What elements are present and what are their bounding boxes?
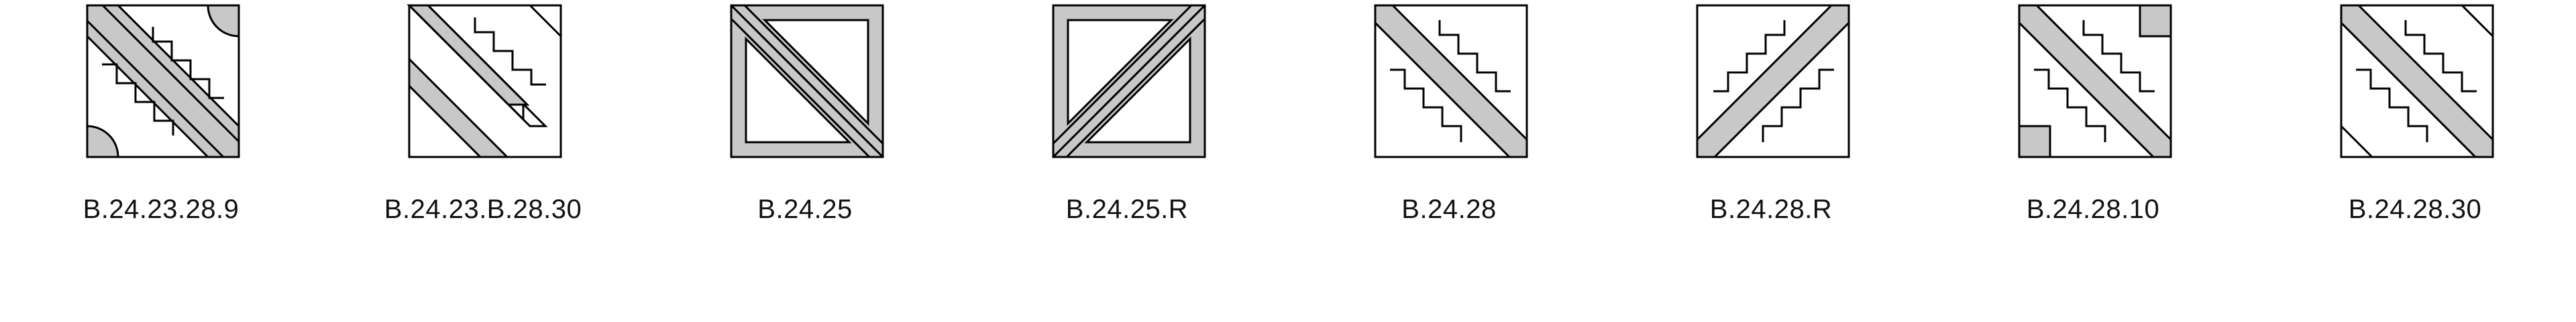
tile-label: B.24.28.10 <box>2026 195 2160 224</box>
tile-2-glyph <box>407 4 562 158</box>
tile-label: B.24.25.R <box>1065 195 1189 224</box>
tile-8: B.24.28.30 <box>2254 0 2576 322</box>
tile-7: B.24.28.10 <box>1932 0 2254 322</box>
tile-5: B.24.28 <box>1288 0 1610 322</box>
tile-4: B.24.25.R <box>966 0 1288 322</box>
tile-3-glyph <box>730 4 884 158</box>
tile-1-glyph <box>86 4 240 158</box>
tile-label: B.24.28.30 <box>2348 195 2482 224</box>
tile-3: B.24.25 <box>644 0 966 322</box>
tile-label: B.24.28.R <box>1709 195 1833 224</box>
tile-4-glyph <box>1052 4 1206 158</box>
tile-8-glyph <box>2340 4 2494 158</box>
tile-label: B.24.25 <box>757 195 853 224</box>
tile-5-glyph <box>1374 4 1528 158</box>
tile-label: B.24.23.28.9 <box>83 195 239 224</box>
tile-6-glyph <box>1696 4 1850 158</box>
tile-7-glyph <box>2018 4 2172 158</box>
tile-1: B.24.23.28.9 <box>0 0 322 322</box>
tile-label: B.24.28 <box>1401 195 1497 224</box>
tile-2: B.24.23.B.28.30 <box>322 0 644 322</box>
tile-6: B.24.28.R <box>1610 0 1932 322</box>
tile-label: B.24.23.B.28.30 <box>384 195 582 224</box>
